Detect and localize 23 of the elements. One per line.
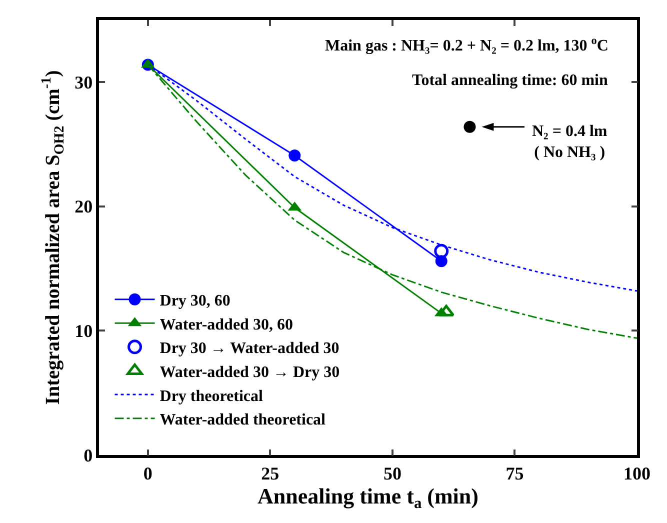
legend-label: Dry theoretical (160, 388, 264, 405)
point (434, 244, 449, 258)
point (438, 304, 454, 316)
legend-label: Water-added theoretical (160, 412, 326, 429)
point (288, 149, 301, 162)
annotation: Main gas : NH₃= 0.2 + N₂ = 0.2 lm, 130 $^{o}$C (325, 35, 608, 55)
x-tick-label: 50 (383, 463, 402, 484)
legend-label: Dry 30 → Water-added 30 (160, 340, 340, 358)
x-tick-label: 100 (624, 463, 650, 484)
legend-label: Water-added 30, 60 (160, 316, 293, 334)
y-tick-label: 0 (84, 445, 93, 466)
annotation: Total annealing time: 60 min (412, 72, 608, 89)
point (464, 120, 476, 133)
legend-label: Dry 30, 60 (160, 292, 230, 310)
x-tick-label: 25 (261, 463, 280, 484)
x-axis-title: Annealing time t$_{a}$ (min) (258, 483, 478, 512)
y-tick-label: 20 (74, 196, 93, 217)
annotation: N₂ = 0.4 lm ( No NH₃ ) (532, 123, 608, 161)
y-tick-label: 30 (74, 72, 93, 92)
y-tick-label: 10 (74, 321, 93, 342)
x-tick-label: 0 (143, 463, 152, 484)
legend-label: Water-added 30 → Dry 30 (160, 364, 340, 381)
x-tick-label: 75 (506, 463, 524, 484)
